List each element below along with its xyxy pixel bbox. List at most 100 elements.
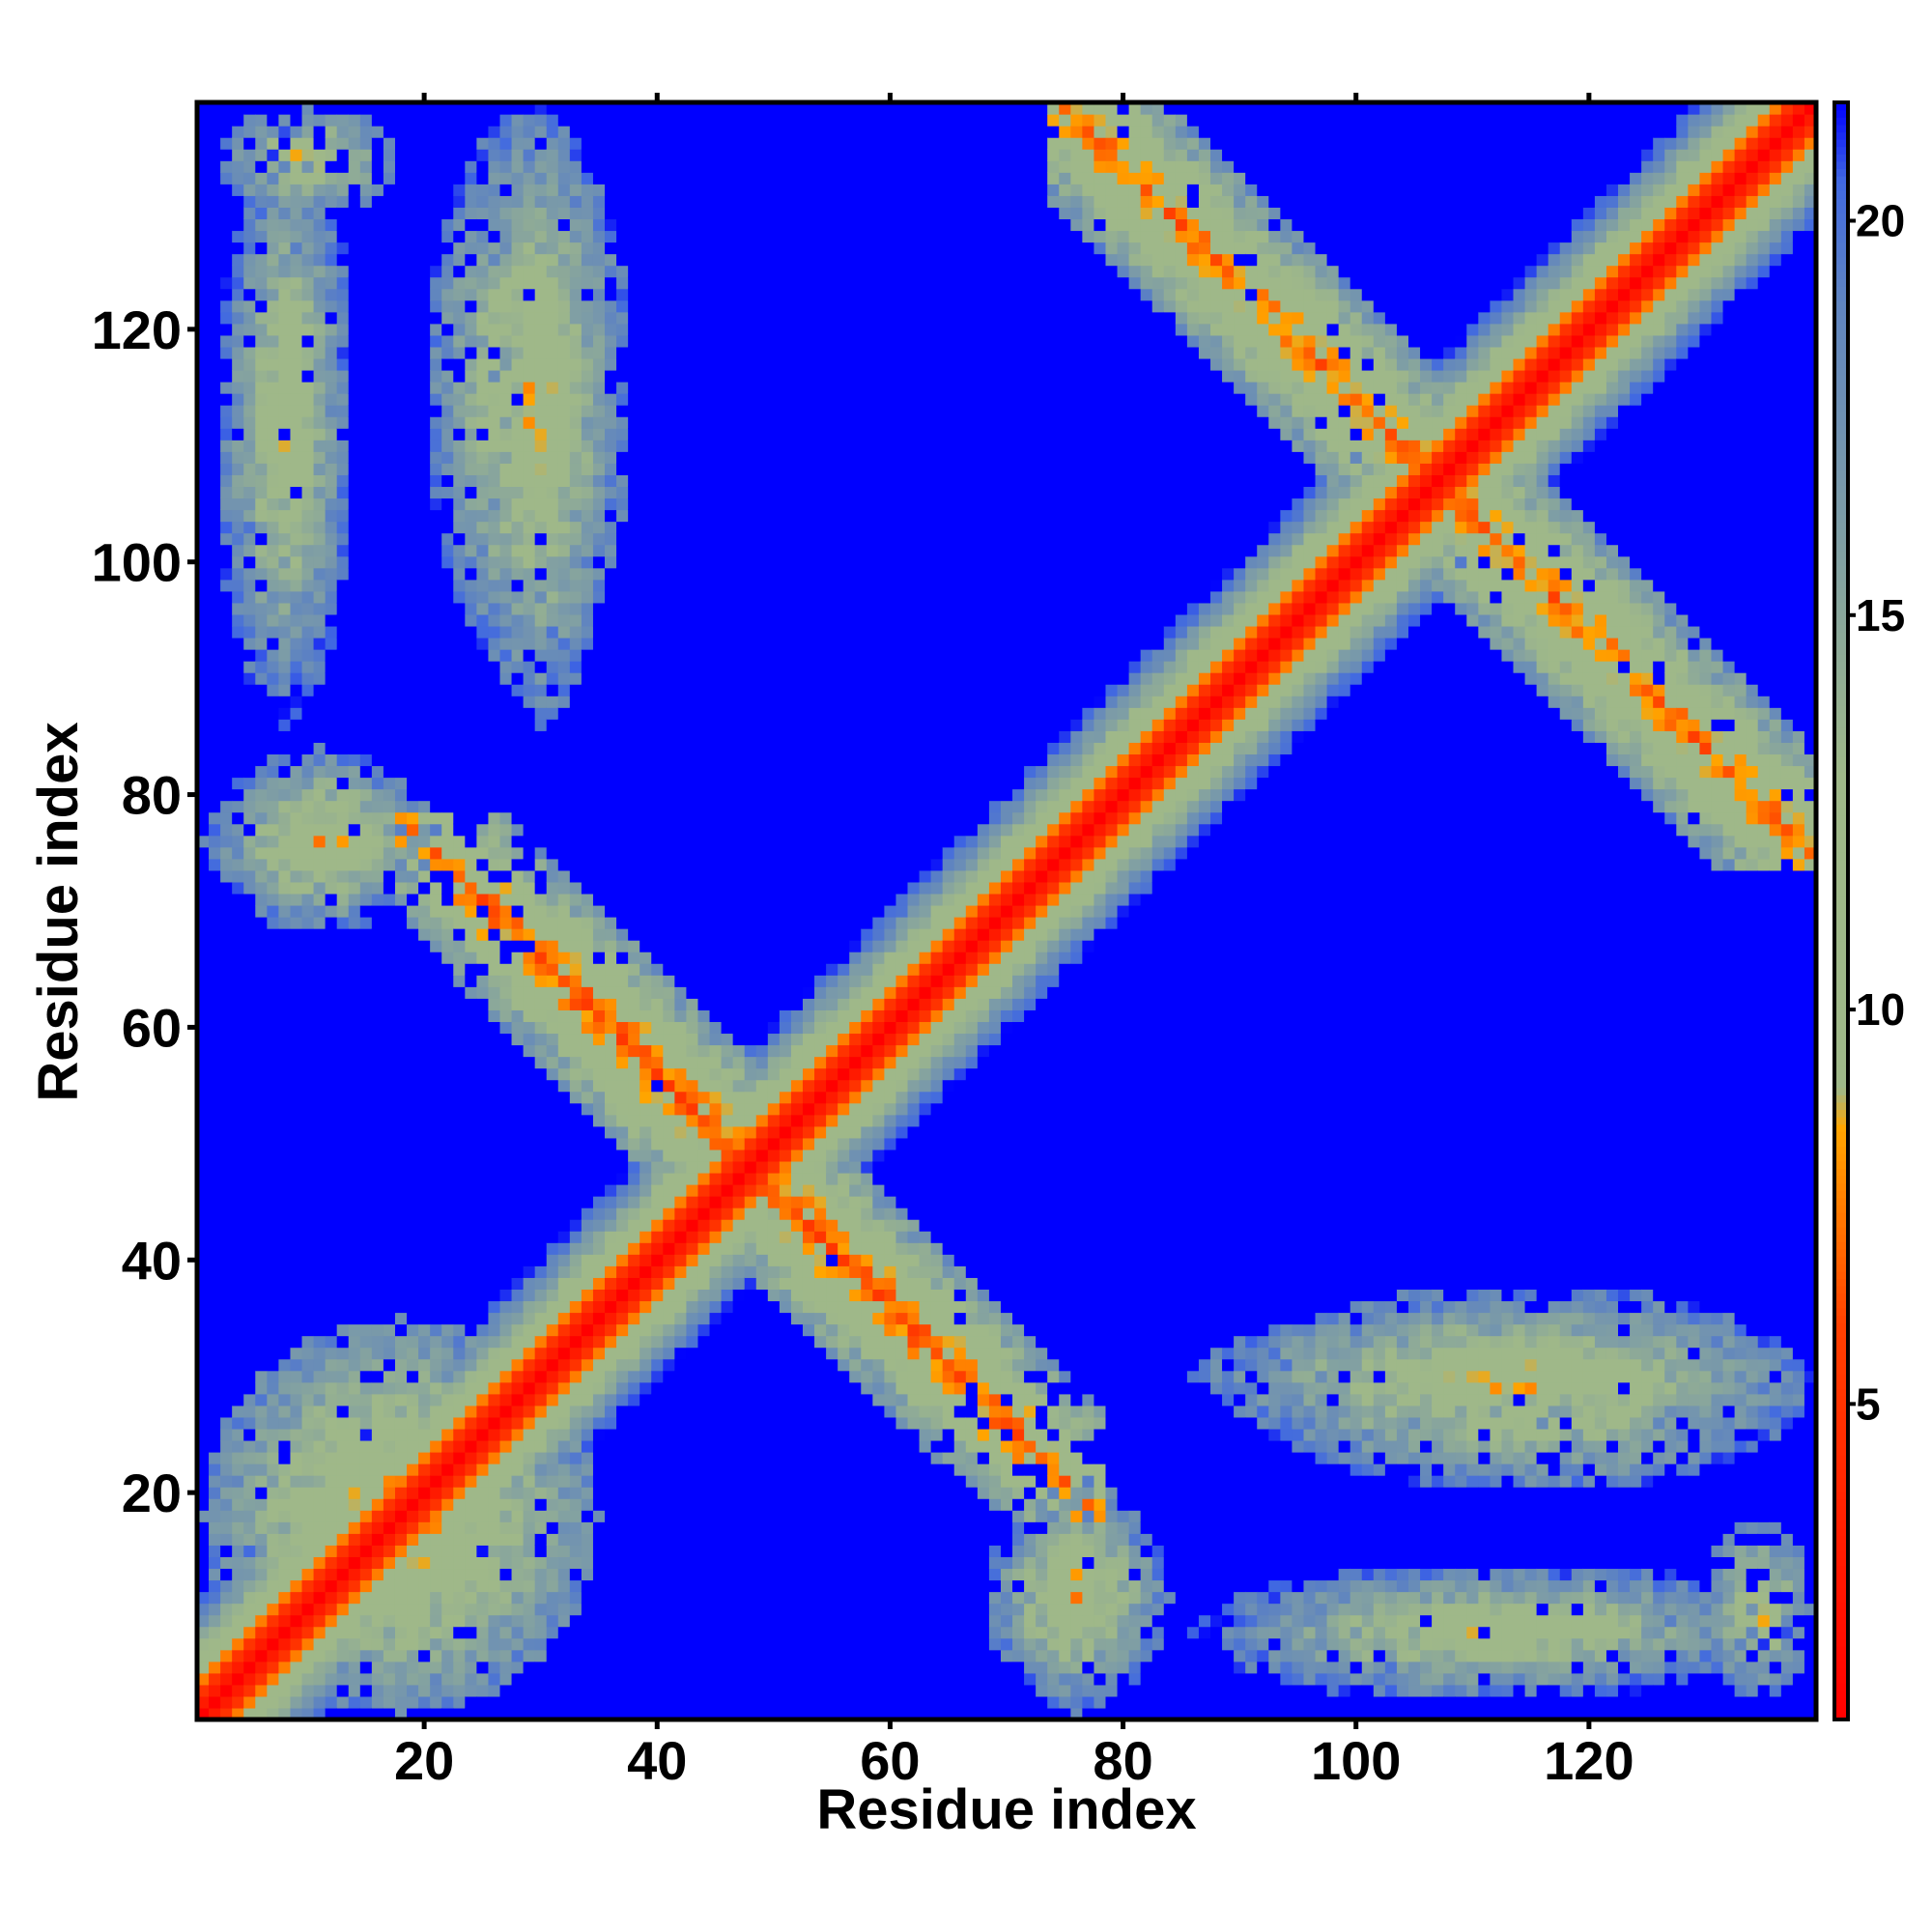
heatmap-cell (220, 742, 233, 755)
heatmap-cell (534, 730, 548, 743)
heatmap-cell (569, 299, 582, 313)
heatmap-cell (197, 357, 210, 371)
heatmap-cell (232, 242, 244, 255)
heatmap-cell (592, 137, 606, 150)
heatmap-cell (255, 405, 268, 417)
heatmap-cell (546, 1695, 559, 1709)
heatmap-cell (557, 509, 571, 523)
heatmap-cell (407, 823, 419, 837)
heatmap-cell (592, 1242, 606, 1255)
heatmap-cell (605, 696, 617, 708)
heatmap-cell (557, 661, 571, 673)
heatmap-cell (359, 555, 373, 569)
heatmap-cell (255, 707, 268, 720)
heatmap-cell (394, 1300, 408, 1314)
heatmap-cell (511, 1579, 525, 1593)
heatmap-cell (581, 521, 594, 534)
heatmap-cell (220, 1358, 233, 1372)
heatmap-cell (243, 149, 256, 161)
heatmap-cell (418, 521, 431, 534)
heatmap-cell (348, 323, 361, 336)
heatmap-cell (371, 835, 384, 848)
heatmap-cell (255, 242, 268, 255)
heatmap-cell (348, 1649, 361, 1662)
heatmap-cell (569, 1323, 582, 1337)
heatmap-cell (511, 102, 525, 115)
heatmap-cell (313, 963, 327, 976)
heatmap-cell (348, 637, 361, 650)
heatmap-cell (371, 323, 384, 336)
heatmap-cell (301, 149, 315, 161)
heatmap-cell (441, 265, 454, 278)
heatmap-cell (394, 207, 408, 220)
heatmap-cell (220, 1487, 233, 1499)
heatmap-cell (383, 904, 396, 918)
heatmap-cell (523, 1300, 536, 1314)
heatmap-cell (290, 1545, 303, 1557)
heatmap-cell (371, 1393, 384, 1406)
heatmap-cell (325, 521, 338, 534)
heatmap-cell (359, 1067, 373, 1081)
heatmap-cell (255, 1160, 268, 1174)
heatmap-cell (592, 1219, 606, 1232)
heatmap-cell (523, 719, 536, 731)
heatmap-cell (499, 742, 513, 755)
heatmap-cell (278, 1091, 292, 1104)
heatmap-cell (441, 1300, 454, 1314)
heatmap-cell (348, 486, 361, 499)
heatmap-cell (383, 765, 396, 779)
heatmap-cell (313, 1707, 327, 1720)
heatmap-cell (592, 1184, 606, 1197)
heatmap-cell (325, 253, 338, 267)
heatmap-cell (418, 253, 431, 267)
heatmap-cell (232, 1312, 244, 1325)
heatmap-cell (243, 835, 256, 848)
heatmap-cell (371, 869, 384, 883)
heatmap-cell (430, 1614, 442, 1628)
heatmap-cell (359, 114, 373, 127)
heatmap-cell (441, 346, 454, 359)
heatmap-cell (465, 1533, 477, 1546)
heatmap-cell (209, 1510, 221, 1522)
heatmap-cell (209, 1393, 221, 1406)
heatmap-cell (348, 544, 361, 557)
heatmap-cell (394, 707, 408, 720)
heatmap-cell (499, 474, 513, 488)
heatmap-cell (313, 788, 327, 802)
heatmap-cell (546, 940, 559, 952)
heatmap-cell (581, 1556, 594, 1570)
heatmap-cell (348, 218, 361, 232)
heatmap-cell (523, 253, 536, 267)
heatmap-cell (243, 1556, 256, 1570)
heatmap-cell (499, 1661, 513, 1674)
heatmap-cell (581, 730, 594, 743)
heatmap-cell (290, 1021, 303, 1035)
heatmap-cell (348, 1300, 361, 1314)
heatmap-cell (430, 1021, 442, 1035)
heatmap-cell (557, 917, 571, 929)
heatmap-cell (569, 276, 582, 290)
heatmap-cell (488, 102, 501, 115)
heatmap-cell (546, 917, 559, 929)
heatmap-cell (592, 1149, 606, 1162)
heatmap-cell (441, 719, 454, 731)
heatmap-cell (592, 299, 606, 313)
heatmap-cell (453, 661, 466, 673)
heatmap-cell (569, 1160, 582, 1174)
heatmap-cell (278, 1684, 292, 1697)
heatmap-cell (453, 869, 466, 883)
heatmap-cell (371, 1649, 384, 1662)
heatmap-cell (476, 1510, 490, 1522)
heatmap-cell (465, 184, 477, 196)
heatmap-cell (546, 1533, 559, 1546)
heatmap-cell (534, 696, 548, 708)
heatmap-cell (418, 299, 431, 313)
heatmap-cell (220, 1323, 233, 1337)
heatmap-cell (499, 1637, 513, 1651)
heatmap-cell (336, 276, 350, 290)
heatmap-cell (290, 719, 303, 731)
heatmap-cell (511, 613, 525, 627)
heatmap-cell (523, 1125, 536, 1139)
heatmap-cell (592, 602, 606, 615)
heatmap-cell (348, 1021, 361, 1035)
